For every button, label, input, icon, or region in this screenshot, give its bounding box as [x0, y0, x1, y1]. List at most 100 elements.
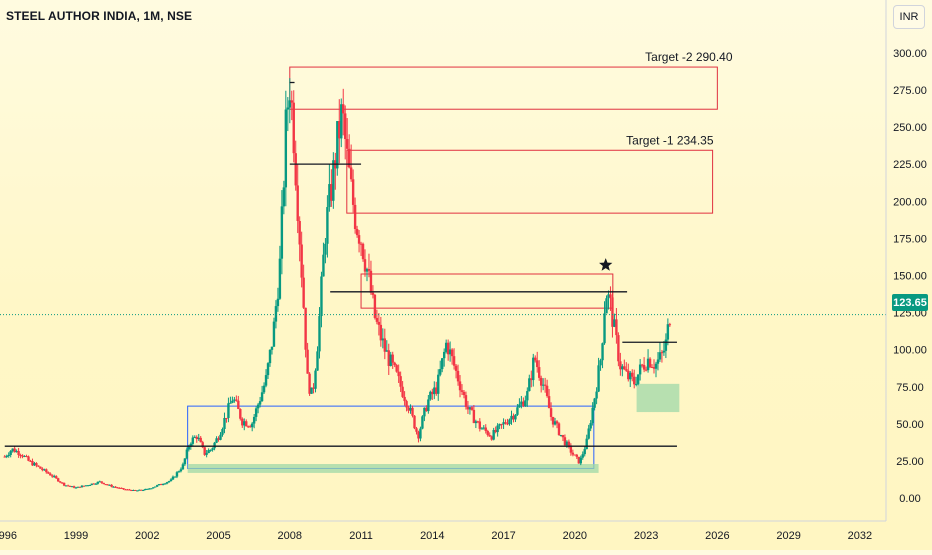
candle-body — [223, 417, 226, 429]
candle-body — [646, 358, 650, 371]
candle-body — [122, 488, 125, 490]
candle-body — [621, 366, 624, 370]
red-zone — [360, 273, 614, 309]
candle-body — [409, 407, 412, 411]
candle-body — [448, 349, 452, 355]
annotations-layer: Target -2 290.40 Target -1 234.35 — [599, 50, 733, 271]
star-marker — [599, 258, 613, 271]
candle-body — [494, 429, 497, 433]
candle-body — [144, 489, 147, 491]
candle-body — [365, 268, 369, 272]
candle-body — [462, 391, 466, 396]
candle-body — [351, 179, 355, 205]
candle-body — [60, 482, 64, 484]
candle-body — [403, 396, 406, 402]
candle-body — [660, 352, 664, 354]
candle-body — [407, 407, 410, 411]
candle-body — [658, 352, 662, 360]
candle-body — [415, 428, 418, 432]
candle-body — [64, 485, 68, 487]
candle-body — [227, 403, 230, 418]
y-tick-label: 300.00 — [893, 48, 927, 60]
candle-body — [397, 371, 400, 377]
candle-body — [567, 441, 571, 446]
candle-body — [108, 484, 111, 486]
candle-body — [270, 346, 274, 350]
candle-body — [120, 487, 123, 489]
candle-body — [45, 469, 48, 473]
candle-body — [399, 376, 402, 387]
candle-body — [569, 445, 573, 453]
x-tick-label: 2017 — [491, 530, 515, 542]
candle-body — [104, 484, 107, 486]
candle-body — [571, 452, 575, 455]
candle-body — [118, 487, 121, 489]
candle-body — [648, 358, 652, 367]
candle-body — [195, 436, 198, 440]
candle-body — [247, 426, 250, 428]
candle-body — [486, 430, 489, 436]
last-price-badge: 123.65 — [892, 294, 928, 311]
candle-body — [417, 431, 420, 439]
red-zone — [289, 66, 718, 110]
candle-body — [84, 485, 88, 487]
candle-body — [233, 399, 236, 401]
candle-body — [496, 425, 499, 433]
candle-body — [464, 395, 468, 407]
candle-body — [11, 448, 14, 451]
candle-body — [547, 396, 551, 409]
currency-button[interactable]: INR — [893, 5, 925, 29]
candle-body — [474, 421, 478, 424]
candle-body — [603, 313, 606, 344]
candle-body — [31, 461, 34, 466]
candle-body — [668, 324, 672, 326]
candle-body — [58, 481, 62, 483]
candle-body — [140, 489, 143, 491]
candle-body — [243, 421, 246, 426]
candle-body — [155, 485, 159, 487]
candle-body — [595, 391, 598, 399]
candle-body — [353, 204, 357, 229]
candle-body — [472, 409, 476, 424]
candle-body — [522, 401, 525, 407]
candle-body — [304, 307, 307, 350]
candle-body — [587, 428, 590, 439]
candle-body — [631, 372, 634, 377]
candle-body — [636, 374, 640, 384]
candle-body — [433, 387, 436, 395]
candle-body — [163, 483, 167, 485]
candle-body — [328, 184, 331, 208]
candle-body — [543, 384, 547, 386]
candle-body — [591, 407, 594, 424]
candle-body — [74, 487, 78, 489]
candle-body — [662, 350, 666, 353]
candle-body — [116, 487, 119, 489]
candle-body — [349, 167, 353, 180]
candle-body — [536, 360, 539, 368]
candle-body — [561, 434, 565, 438]
candle-body — [520, 401, 523, 405]
candle-body — [9, 450, 12, 455]
candle-body — [21, 455, 24, 457]
candle-body — [282, 187, 286, 207]
candle-body — [599, 360, 602, 366]
candle-body — [502, 422, 505, 425]
candle-body — [605, 298, 608, 314]
candle-body — [470, 407, 474, 410]
candle-body — [193, 436, 196, 438]
candle-body — [284, 109, 288, 188]
candle-body — [43, 469, 46, 471]
candle-body — [159, 484, 163, 486]
candle-body — [565, 441, 569, 446]
candle-body — [361, 243, 365, 260]
candle-body — [526, 391, 529, 401]
candle-body — [423, 407, 426, 417]
x-tick-label: 2011 — [349, 530, 373, 542]
y-tick-label: 225.00 — [893, 159, 927, 171]
candle-body — [454, 365, 458, 371]
candle-body — [300, 244, 303, 278]
candle-body — [239, 409, 242, 419]
candle-body — [249, 426, 252, 428]
